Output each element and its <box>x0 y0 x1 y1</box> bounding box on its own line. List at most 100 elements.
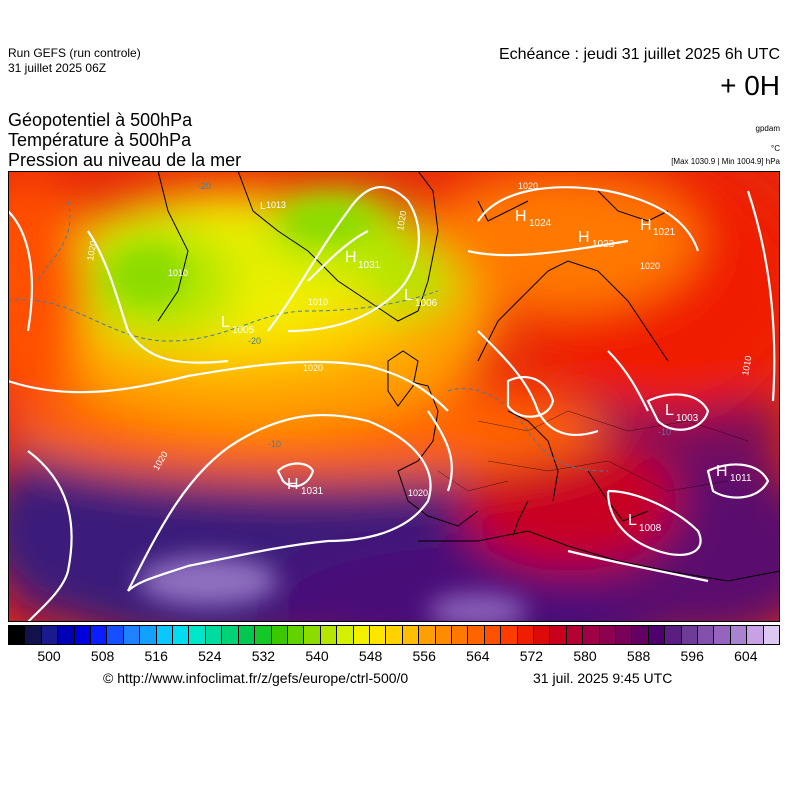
colorbar-swatch <box>583 626 600 644</box>
isobar-label: 1020 <box>518 181 538 191</box>
low-center-label: L <box>404 287 413 304</box>
isobar-label: 1010 <box>740 355 753 376</box>
temperature-label: -20 <box>248 336 261 346</box>
colorbar-swatch <box>41 626 59 644</box>
colorbar-swatch <box>353 626 370 644</box>
forecast-valid-time: Echéance : jeudi 31 juillet 2025 6h UTC <box>498 46 780 63</box>
isobar-label: 1010 <box>168 268 188 278</box>
colorbar-swatch <box>451 626 469 644</box>
low-center-value: 1006 <box>415 298 438 309</box>
run-title: Run GEFS (run controle) <box>8 46 141 60</box>
low-center-label: L <box>665 402 674 419</box>
isobar-label: 1020 <box>395 210 408 231</box>
colorbar-swatch <box>320 626 338 644</box>
colorbar-tick-label: 508 <box>90 648 115 664</box>
colorbar-swatch <box>287 626 305 644</box>
high-center-value: 1031 <box>301 486 324 497</box>
low-center-value: 1013 <box>266 200 286 210</box>
colorbar-swatch <box>140 626 157 644</box>
colorbar-swatch <box>599 626 617 644</box>
run-date: 31 juillet 2025 06Z <box>8 61 107 75</box>
low-center-label: L <box>260 201 266 212</box>
param-pressure: Pression au niveau de la mer <box>8 150 242 170</box>
colorbar-swatch <box>616 626 633 644</box>
isobar-label: 1020 <box>640 261 660 271</box>
high-center-label: H <box>640 217 652 234</box>
colorbar-swatch <box>681 626 699 644</box>
param-temperature: Température à 500hPa <box>8 130 192 150</box>
colorbar-ticks: 500 508 516 524 532 540 548 556 564 572 580 588 596 6… <box>0 648 788 668</box>
credit-url: © http://www.infoclimat.fr/z/gefs/europe… <box>103 670 409 686</box>
colorbar-swatch <box>173 626 190 644</box>
weather-map: H 1031 H 1024 H 1023 H 1021 H 1031 H 101… <box>8 171 780 622</box>
colorbar-swatch <box>74 626 92 644</box>
colorbar-swatch <box>550 626 567 644</box>
colorbar-swatch <box>369 626 387 644</box>
colorbar-tick-label: 524 <box>198 648 222 664</box>
generation-time: 31 juil. 2025 9:45 UTC <box>533 670 673 686</box>
colorbar-tick-label: 532 <box>251 648 276 664</box>
colorbar-swatch <box>648 626 666 644</box>
low-center-label: L <box>221 314 230 331</box>
colorbar-swatch <box>238 626 256 644</box>
pressure-centers: H 1031 H 1024 H 1023 H 1021 H 1031 H 101… <box>221 200 752 534</box>
colorbar-swatch <box>435 626 452 644</box>
high-center-label: H <box>345 249 357 266</box>
colorbar-tick-label: 564 <box>466 648 490 664</box>
colorbar-swatch <box>714 626 731 644</box>
colorbar-swatch <box>271 626 288 644</box>
low-center-value: 1003 <box>676 413 699 424</box>
colorbar-swatch <box>222 626 239 644</box>
temperature-label: -10 <box>658 427 671 437</box>
low-center-value: 1005 <box>232 325 255 336</box>
colorbar-swatch <box>255 626 272 644</box>
high-center-value: 1031 <box>358 260 381 271</box>
colorbar-tick-label: 540 <box>305 648 329 664</box>
colorbar-swatch <box>632 626 649 644</box>
colorbar-swatch <box>304 626 321 644</box>
unit-celsius: °C <box>771 144 780 153</box>
high-center-label: H <box>578 229 590 246</box>
colorbar-swatch <box>566 626 584 644</box>
colorbar-swatch <box>517 626 534 644</box>
colorbar-swatch <box>9 626 26 644</box>
low-center-value: 1008 <box>639 523 662 534</box>
isobar-labels: 1020 1020 1020 1020 1020 1020 1010 1010 … <box>85 181 753 498</box>
colorbar-swatch <box>58 626 75 644</box>
param-geopotential: Géopotentiel à 500hPa <box>8 110 193 130</box>
colorbar-swatch <box>665 626 682 644</box>
high-center-label: H <box>716 463 728 480</box>
colorbar-tick-label: 516 <box>144 648 168 664</box>
colorbar-swatch <box>419 626 436 644</box>
colorbar-swatch <box>730 626 748 644</box>
colorbar-tick-label: 604 <box>734 648 758 664</box>
colorbar-swatch <box>205 626 223 644</box>
colorbar-tick-label: 580 <box>573 648 597 664</box>
high-center-label: H <box>287 476 299 493</box>
colorbar-tick-label: 548 <box>358 648 383 664</box>
isobars <box>8 186 776 622</box>
high-center-value: 1011 <box>730 473 752 484</box>
colorbar-swatch <box>25 626 42 644</box>
isobar-label: 1020 <box>85 240 98 261</box>
high-center-value: 1021 <box>653 227 676 238</box>
colorbar-swatch <box>402 626 420 644</box>
colorbar <box>8 625 780 645</box>
colorbar-tick-label: 572 <box>519 648 544 664</box>
colorbar-swatch <box>484 626 502 644</box>
colorbar-swatch <box>747 626 764 644</box>
temperature-labels: -20 -20 -10 -10 <box>198 181 671 449</box>
colorbar-swatch <box>698 626 715 644</box>
isobar-label: 1020 <box>408 488 428 498</box>
colorbar-tick-label: 500 <box>37 648 61 664</box>
colorbar-swatch <box>337 626 354 644</box>
colorbar-tick-label: 588 <box>626 648 651 664</box>
colorbar-swatch <box>107 626 124 644</box>
high-center-label: H <box>515 208 527 225</box>
colorbar-swatch <box>763 626 780 644</box>
colorbar-swatch <box>386 626 403 644</box>
temperature-label: -10 <box>268 439 281 449</box>
colorbar-swatch <box>123 626 141 644</box>
colorbar-swatch <box>156 626 174 644</box>
temperature-label: -20 <box>198 181 211 191</box>
